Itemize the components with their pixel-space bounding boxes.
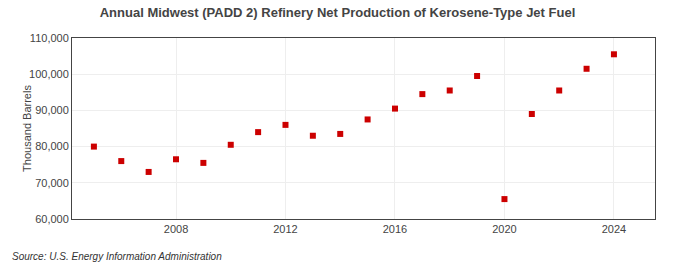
svg-text:60,000: 60,000: [35, 213, 69, 225]
svg-text:Annual Midwest (PADD 2) Refine: Annual Midwest (PADD 2) Refinery Net Pro…: [100, 5, 576, 20]
svg-text:Thousand Barrels: Thousand Barrels: [21, 85, 33, 172]
svg-text:80,000: 80,000: [35, 140, 69, 152]
svg-text:100,000: 100,000: [29, 68, 69, 80]
svg-text:70,000: 70,000: [35, 177, 69, 189]
svg-text:110,000: 110,000: [30, 32, 69, 44]
svg-text:2016: 2016: [383, 223, 407, 235]
svg-text:Source: U.S. Energy Informatio: Source: U.S. Energy Information Administ…: [12, 251, 222, 262]
svg-text:2012: 2012: [273, 223, 297, 235]
svg-text:2008: 2008: [164, 223, 188, 235]
svg-text:2020: 2020: [492, 223, 516, 235]
svg-text:2024: 2024: [602, 223, 626, 235]
svg-text:90,000: 90,000: [35, 104, 69, 116]
